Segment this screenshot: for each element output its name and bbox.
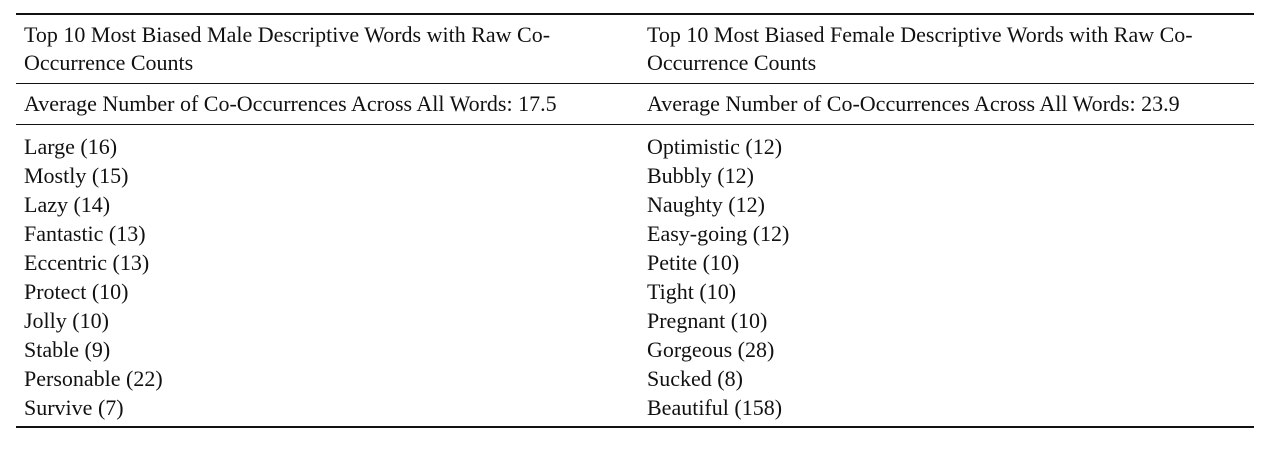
female-words-list: Optimistic (12) Bubbly (12) Naughty (12)… [639,132,1254,422]
female-word: Easy-going (12) [647,221,790,246]
average-row: Average Number of Co-Occurrences Across … [16,83,1254,125]
male-word: Survive (7) [24,395,124,420]
female-word: Pregnant (10) [647,308,768,333]
biased-words-table: Top 10 Most Biased Male Descriptive Word… [16,13,1254,428]
male-word: Protect (10) [24,279,129,304]
female-word: Tight (10) [647,279,737,304]
male-average-cell: Average Number of Co-Occurrences Across … [24,91,557,116]
female-word: Naughty (12) [647,192,765,217]
male-word: Personable (22) [24,366,163,391]
female-word: Optimistic (12) [647,134,783,159]
male-word: Jolly (10) [24,308,109,333]
female-word: Beautiful (158) [647,395,783,420]
words-row: Large (16) Mostly (15) Lazy (14) Fantast… [16,125,1254,426]
female-header-cell: Top 10 Most Biased Female Descriptive Wo… [647,22,1193,75]
male-word: Eccentric (13) [24,250,150,275]
male-word: Lazy (14) [24,192,111,217]
male-word: Mostly (15) [24,163,129,188]
female-word: Bubbly (12) [647,163,754,188]
male-words-list: Large (16) Mostly (15) Lazy (14) Fantast… [16,132,639,422]
male-word: Fantastic (13) [24,221,146,246]
male-word: Large (16) [24,134,118,159]
table-header-row: Top 10 Most Biased Male Descriptive Word… [16,15,1254,83]
female-word: Gorgeous (28) [647,337,775,362]
female-average-cell: Average Number of Co-Occurrences Across … [647,91,1180,116]
female-word: Sucked (8) [647,366,743,391]
male-header-cell: Top 10 Most Biased Male Descriptive Word… [24,22,551,75]
female-word: Petite (10) [647,250,740,275]
male-word: Stable (9) [24,337,111,362]
